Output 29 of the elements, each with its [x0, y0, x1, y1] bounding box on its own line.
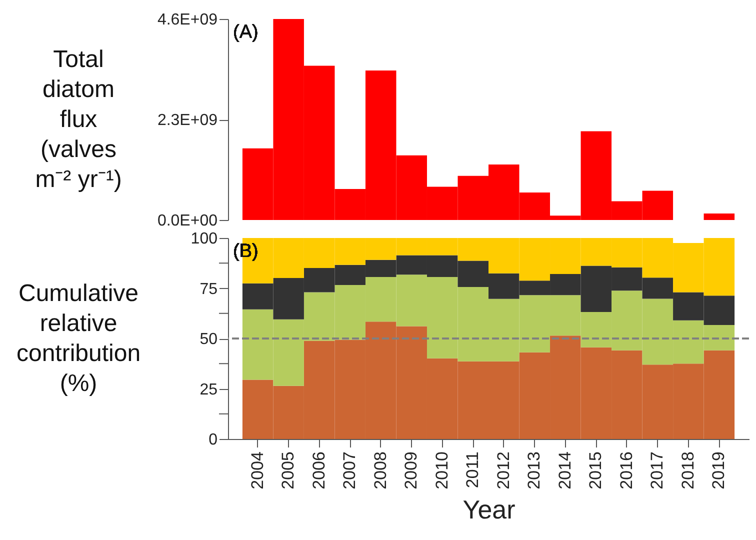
bar: [704, 213, 735, 220]
x-tick-label: 2018: [678, 452, 698, 490]
y-tick-label: 25: [200, 381, 218, 398]
x-axis-title: Year: [462, 494, 516, 524]
x-tick-label: 2006: [309, 452, 328, 490]
x-tick-label: 2015: [586, 452, 606, 490]
x-tick-label: 2013: [524, 452, 544, 490]
y-tick-label: 4.6E+09: [157, 12, 218, 28]
x-tick-label: 2007: [340, 452, 360, 490]
y-tick-label: 0: [208, 432, 218, 448]
x-tick-label: 2004: [248, 452, 267, 490]
x-tick-label: 2010: [432, 452, 452, 490]
y-tick-label: 50: [200, 331, 218, 348]
x-tick-label: 2011: [463, 452, 482, 488]
y-tick-label: 2.3E+09: [157, 112, 218, 129]
x-tick-label: 2005: [278, 452, 298, 490]
x-tick-label: 2017: [648, 452, 667, 490]
x-tick-label: 2016: [616, 452, 636, 490]
y-tick-label: 75: [200, 280, 218, 298]
y-axis-title: Total diatom flux (valves m⁻² yr⁻¹): [35, 46, 122, 193]
x-tick-label: 2019: [709, 452, 728, 490]
x-tick-label: 2008: [370, 452, 390, 490]
y-axis-title: Cumulative relative contribution (%): [16, 280, 141, 397]
y-tick-label: 100: [190, 230, 218, 248]
annotation: (A): [233, 22, 258, 43]
y-tick-label: 0.0E+00: [157, 212, 218, 230]
x-tick-label: 2014: [555, 452, 574, 490]
x-tick-label: 2012: [494, 452, 513, 490]
x-tick-label: 2009: [402, 452, 421, 490]
